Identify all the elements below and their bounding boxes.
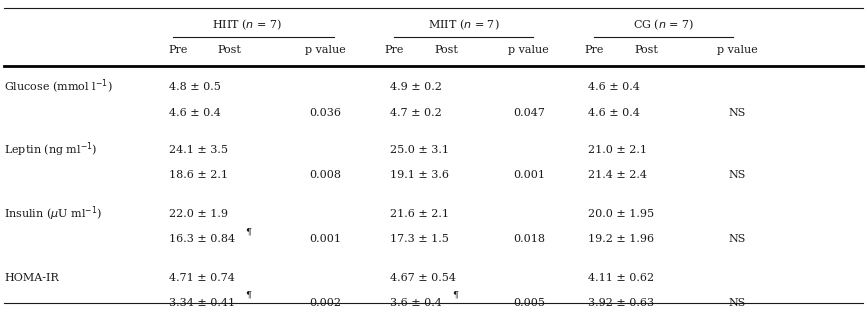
Text: 3.92 ± 0.63: 3.92 ± 0.63 [588,298,654,308]
Text: NS: NS [728,234,746,244]
Text: 0.002: 0.002 [310,298,341,308]
Text: 25.0 ± 3.1: 25.0 ± 3.1 [390,145,449,155]
Text: 24.1 ± 3.5: 24.1 ± 3.5 [169,145,228,155]
Text: 17.3 ± 1.5: 17.3 ± 1.5 [390,234,449,244]
Text: NS: NS [728,298,746,308]
Text: Glucose (mmol l$^{-1}$): Glucose (mmol l$^{-1}$) [4,78,113,96]
Text: 0.008: 0.008 [310,170,341,180]
Text: 0.001: 0.001 [513,170,544,180]
Text: Leptin (ng ml$^{-1}$): Leptin (ng ml$^{-1}$) [4,140,98,159]
Text: 4.71 ± 0.74: 4.71 ± 0.74 [169,273,235,283]
Text: 19.2 ± 1.96: 19.2 ± 1.96 [588,234,654,244]
Text: 18.6 ± 2.1: 18.6 ± 2.1 [169,170,228,180]
Text: 0.001: 0.001 [310,234,341,244]
Text: Post: Post [218,45,242,55]
Text: CG ($\mathit{n}$ = 7): CG ($\mathit{n}$ = 7) [633,18,694,32]
Text: 4.9 ± 0.2: 4.9 ± 0.2 [390,82,442,92]
Text: 22.0 ± 1.9: 22.0 ± 1.9 [169,209,228,219]
Text: 4.11 ± 0.62: 4.11 ± 0.62 [588,273,654,283]
Text: MIIT ($\mathit{n}$ = 7): MIIT ($\mathit{n}$ = 7) [428,18,499,32]
Text: p value: p value [716,45,758,55]
Text: 4.7 ± 0.2: 4.7 ± 0.2 [390,108,442,118]
Text: 16.3 ± 0.84: 16.3 ± 0.84 [169,234,235,244]
Text: 4.6 ± 0.4: 4.6 ± 0.4 [588,108,640,118]
Text: p value: p value [508,45,550,55]
Text: ¶: ¶ [453,291,459,300]
Text: p value: p value [304,45,346,55]
Text: 21.4 ± 2.4: 21.4 ± 2.4 [588,170,647,180]
Text: 3.6 ± 0.4: 3.6 ± 0.4 [390,298,442,308]
Text: Post: Post [434,45,459,55]
Text: 0.018: 0.018 [513,234,544,244]
Text: ¶: ¶ [245,291,251,300]
Text: Pre: Pre [584,45,603,55]
Text: ¶: ¶ [245,227,251,236]
Text: 20.0 ± 1.95: 20.0 ± 1.95 [588,209,654,219]
Text: 19.1 ± 3.6: 19.1 ± 3.6 [390,170,449,180]
Text: Pre: Pre [168,45,187,55]
Text: HOMA-IR: HOMA-IR [4,273,59,283]
Text: 21.0 ± 2.1: 21.0 ± 2.1 [588,145,647,155]
Text: Pre: Pre [385,45,404,55]
Text: 21.6 ± 2.1: 21.6 ± 2.1 [390,209,449,219]
Text: 4.67 ± 0.54: 4.67 ± 0.54 [390,273,456,283]
Text: NS: NS [728,108,746,118]
Text: HIIT ($\mathit{n}$ = 7): HIIT ($\mathit{n}$ = 7) [212,18,282,32]
Text: 4.8 ± 0.5: 4.8 ± 0.5 [169,82,221,92]
Text: 4.6 ± 0.4: 4.6 ± 0.4 [588,82,640,92]
Text: 0.036: 0.036 [310,108,341,118]
Text: NS: NS [728,170,746,180]
Text: Post: Post [634,45,658,55]
Text: 0.005: 0.005 [513,298,544,308]
Text: Insulin ($\mu$U ml$^{-1}$): Insulin ($\mu$U ml$^{-1}$) [4,204,102,223]
Text: 0.047: 0.047 [513,108,544,118]
Text: 3.34 ± 0.41: 3.34 ± 0.41 [169,298,235,308]
Text: 4.6 ± 0.4: 4.6 ± 0.4 [169,108,221,118]
